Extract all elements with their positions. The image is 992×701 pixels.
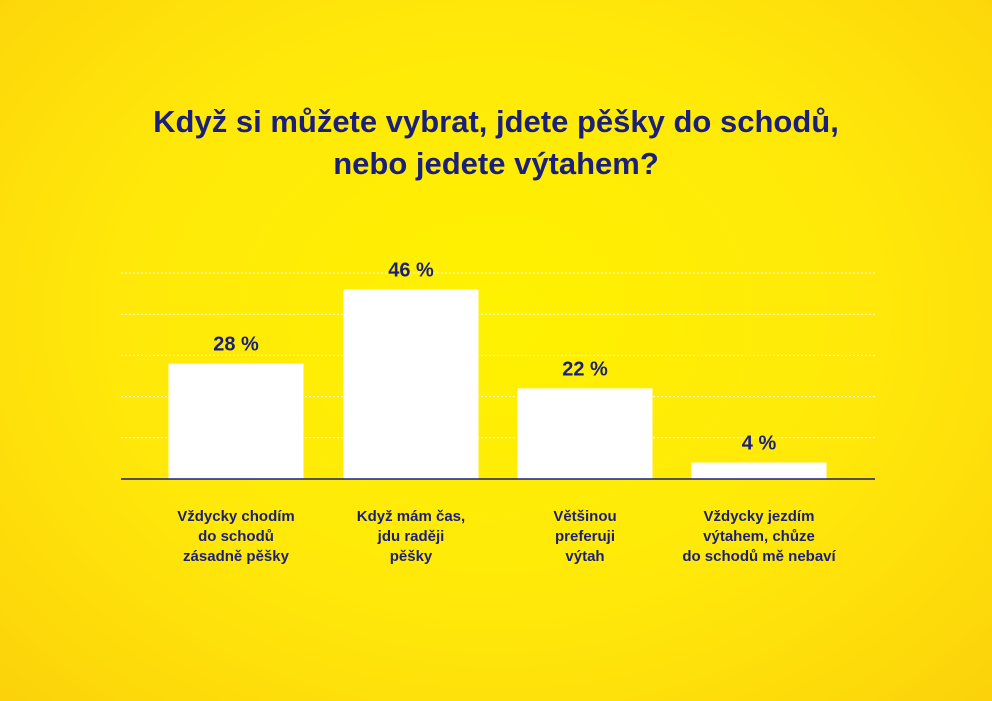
value-label-1: 28 % xyxy=(213,334,259,356)
chart-title-line-1: Když si můžete vybrat, jdete pěšky do sc… xyxy=(153,104,839,139)
value-label-3: 22 % xyxy=(562,358,608,380)
category-label-3-line-3: výtah xyxy=(565,548,604,565)
category-label-2-line-2: jdu raději xyxy=(377,528,445,545)
category-label-4-line-3: do schodů mě nebaví xyxy=(682,548,836,565)
bar-2 xyxy=(343,289,479,479)
category-label-1-line-3: zásadně pěšky xyxy=(183,548,290,565)
value-label-4: 4 % xyxy=(742,433,777,455)
bar-4 xyxy=(691,462,827,479)
category-label-3-line-1: Většinou xyxy=(553,508,616,525)
bar-1 xyxy=(168,363,304,479)
category-label-1-line-2: do schodů xyxy=(198,528,274,545)
category-label-4-line-1: Vždycky jezdím xyxy=(704,508,815,525)
category-label-4-line-2: výtahem, chůze xyxy=(703,528,815,545)
category-label-1-line-1: Vždycky chodím xyxy=(177,508,295,525)
value-label-2: 46 % xyxy=(388,259,434,281)
bar-3 xyxy=(517,388,653,479)
chart-title-line-2: nebo jedete výtahem? xyxy=(333,146,659,181)
category-label-2-line-3: pěšky xyxy=(390,548,433,565)
category-label-2-line-1: Když mám čas, xyxy=(357,508,465,525)
category-label-3-line-2: preferuji xyxy=(555,528,615,545)
